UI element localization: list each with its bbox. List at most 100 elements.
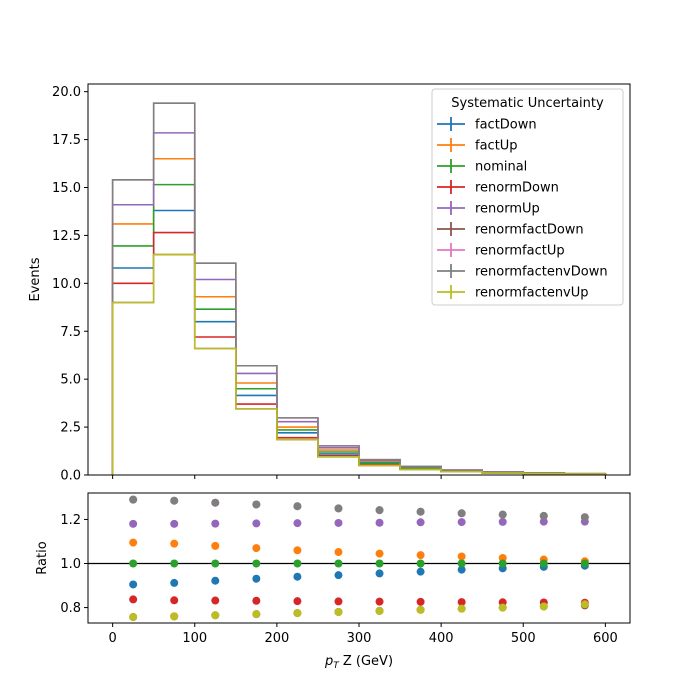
ratio-point-renormUp: [252, 519, 261, 528]
ratio-point-factUp: [170, 539, 179, 548]
legend-label: factDown: [475, 118, 537, 133]
x-tick-label: 100: [182, 631, 207, 646]
ratio-point-renormfactenvDown: [539, 511, 548, 520]
ratio-point-factUp: [334, 548, 343, 557]
ratio-point-nominal: [293, 559, 302, 568]
x-tick-label: 300: [347, 631, 372, 646]
ratio-point-factUp: [416, 551, 425, 560]
y-tick-label: 5.0: [60, 373, 81, 388]
ratio-y-tick-label: 1.2: [60, 513, 81, 528]
ratio-point-nominal: [129, 559, 138, 568]
ratio-point-renormfactenvDown: [375, 506, 384, 515]
y-tick-label: 20.0: [52, 85, 81, 100]
legend-item-nominal: nominal: [437, 159, 527, 175]
ratio-point-renormfactenvDown: [416, 507, 425, 516]
ratio-point-nominal: [252, 559, 261, 568]
ratio-point-renormUp: [170, 519, 179, 528]
ratio-point-renormfactenvUp: [580, 600, 589, 609]
ratio-point-nominal: [498, 559, 507, 568]
ratio-point-renormUp: [211, 519, 220, 528]
y-axis-label-events: Events: [28, 257, 43, 301]
ratio-point-renormfactenvUp: [498, 603, 507, 612]
ratio-point-renormfactenvDown: [129, 495, 138, 504]
ratio-point-factDown: [293, 572, 302, 581]
ratio-point-renormfactenvDown: [334, 504, 343, 513]
ratio-point-renormUp: [375, 518, 384, 527]
ratio-point-renormDown: [416, 597, 425, 606]
legend-item-renormfactenvUp: renormfactenvUp: [437, 285, 589, 301]
ratio-point-renormfactenvUp: [293, 609, 302, 618]
ratio-point-factUp: [211, 541, 220, 550]
ratio-point-renormUp: [498, 517, 507, 526]
ratio-point-renormfactenvDown: [170, 496, 179, 505]
ratio-point-factUp: [498, 554, 507, 562]
ratio-point-nominal: [416, 559, 425, 568]
ratio-point-renormfactenvUp: [539, 602, 548, 611]
legend-label: renormUp: [475, 202, 540, 217]
ratio-point-renormUp: [539, 517, 548, 526]
legend-label: renormDown: [475, 181, 559, 196]
legend-item-factDown: factDown: [437, 117, 537, 133]
y-tick-label: 2.5: [60, 421, 81, 436]
y-tick-label: 17.5: [52, 133, 81, 148]
ratio-point-renormfactenvDown: [293, 502, 302, 511]
ratio-point-renormDown: [211, 596, 220, 605]
legend-label: renormfactenvUp: [475, 286, 589, 301]
ratio-point-renormfactenvDown: [457, 509, 466, 518]
y-tick-label: 0.0: [60, 469, 81, 484]
x-axis-label-sub: T: [333, 661, 340, 671]
legend-label: factUp: [475, 139, 518, 154]
ratio-point-factDown: [416, 567, 425, 576]
y-axis-label-ratio: Ratio: [35, 541, 50, 574]
ratio-point-renormfactenvUp: [375, 606, 384, 615]
legend-item-factUp: factUp: [437, 138, 518, 154]
ratio-points: [129, 495, 589, 622]
ratio-point-renormDown: [252, 596, 261, 605]
histogram-panel: 0.02.55.07.510.012.515.017.520.0 Events …: [28, 83, 631, 484]
ratio-point-factUp: [457, 552, 466, 561]
ratio-point-factDown: [170, 578, 179, 587]
ratio-point-renormUp: [457, 518, 466, 527]
ratio-point-nominal: [375, 559, 384, 568]
legend-item-renormfactenvDown: renormfactenvDown: [437, 264, 608, 280]
y-tick-label: 10.0: [52, 277, 81, 292]
ratio-point-renormfactenvDown: [211, 498, 220, 507]
ratio-point-renormfactenvDown: [252, 500, 261, 509]
ratio-point-renormfactenvUp: [457, 604, 466, 613]
legend-label: renormfactenvDown: [475, 265, 608, 280]
legend: Systematic Uncertainty factDown factUp nom…: [431, 88, 624, 306]
ratio-point-renormfactenvUp: [211, 611, 220, 620]
histogram-step-renormfactenvUp: [111, 253, 607, 475]
legend-item-renormfactDown: renormfactDown: [437, 222, 584, 238]
ratio-point-factDown: [211, 576, 220, 585]
x-tick-label: 400: [429, 631, 454, 646]
ratio-y-tick-label: 0.8: [60, 601, 81, 616]
ratio-y-axis-ticks: 0.8 1.0 1.2: [60, 513, 88, 616]
ratio-point-renormfactenvDown: [580, 513, 589, 522]
ratio-point-renormUp: [129, 519, 138, 528]
ratio-point-renormDown: [457, 598, 466, 607]
y-tick-label: 15.0: [52, 181, 81, 196]
x-tick-label: 600: [593, 631, 618, 646]
ratio-y-tick-label: 1.0: [60, 557, 81, 572]
ratio-point-renormUp: [416, 518, 425, 527]
ratio-point-nominal: [580, 559, 589, 568]
ratio-point-nominal: [539, 559, 548, 568]
x-axis-label-main: p: [324, 654, 333, 669]
ratio-point-nominal: [211, 559, 220, 568]
legend-item-renormDown: renormDown: [437, 180, 559, 196]
x-tick-label: 200: [264, 631, 289, 646]
x-axis-label: pT Z (GeV): [324, 654, 393, 671]
legend-label: nominal: [475, 160, 527, 175]
legend-item-renormUp: renormUp: [437, 201, 540, 217]
ratio-point-renormDown: [375, 597, 384, 606]
y-tick-label: 7.5: [60, 325, 81, 340]
ratio-point-renormDown: [129, 595, 138, 604]
ratio-point-nominal: [457, 559, 466, 568]
x-axis-ticks: 0 100 200 300 400 500 600: [108, 623, 618, 646]
x-tick-label: 0: [108, 631, 116, 646]
y-tick-label: 12.5: [52, 229, 81, 244]
ratio-frame: [87, 492, 631, 624]
x-axis-label-rest: Z (GeV): [339, 654, 393, 669]
